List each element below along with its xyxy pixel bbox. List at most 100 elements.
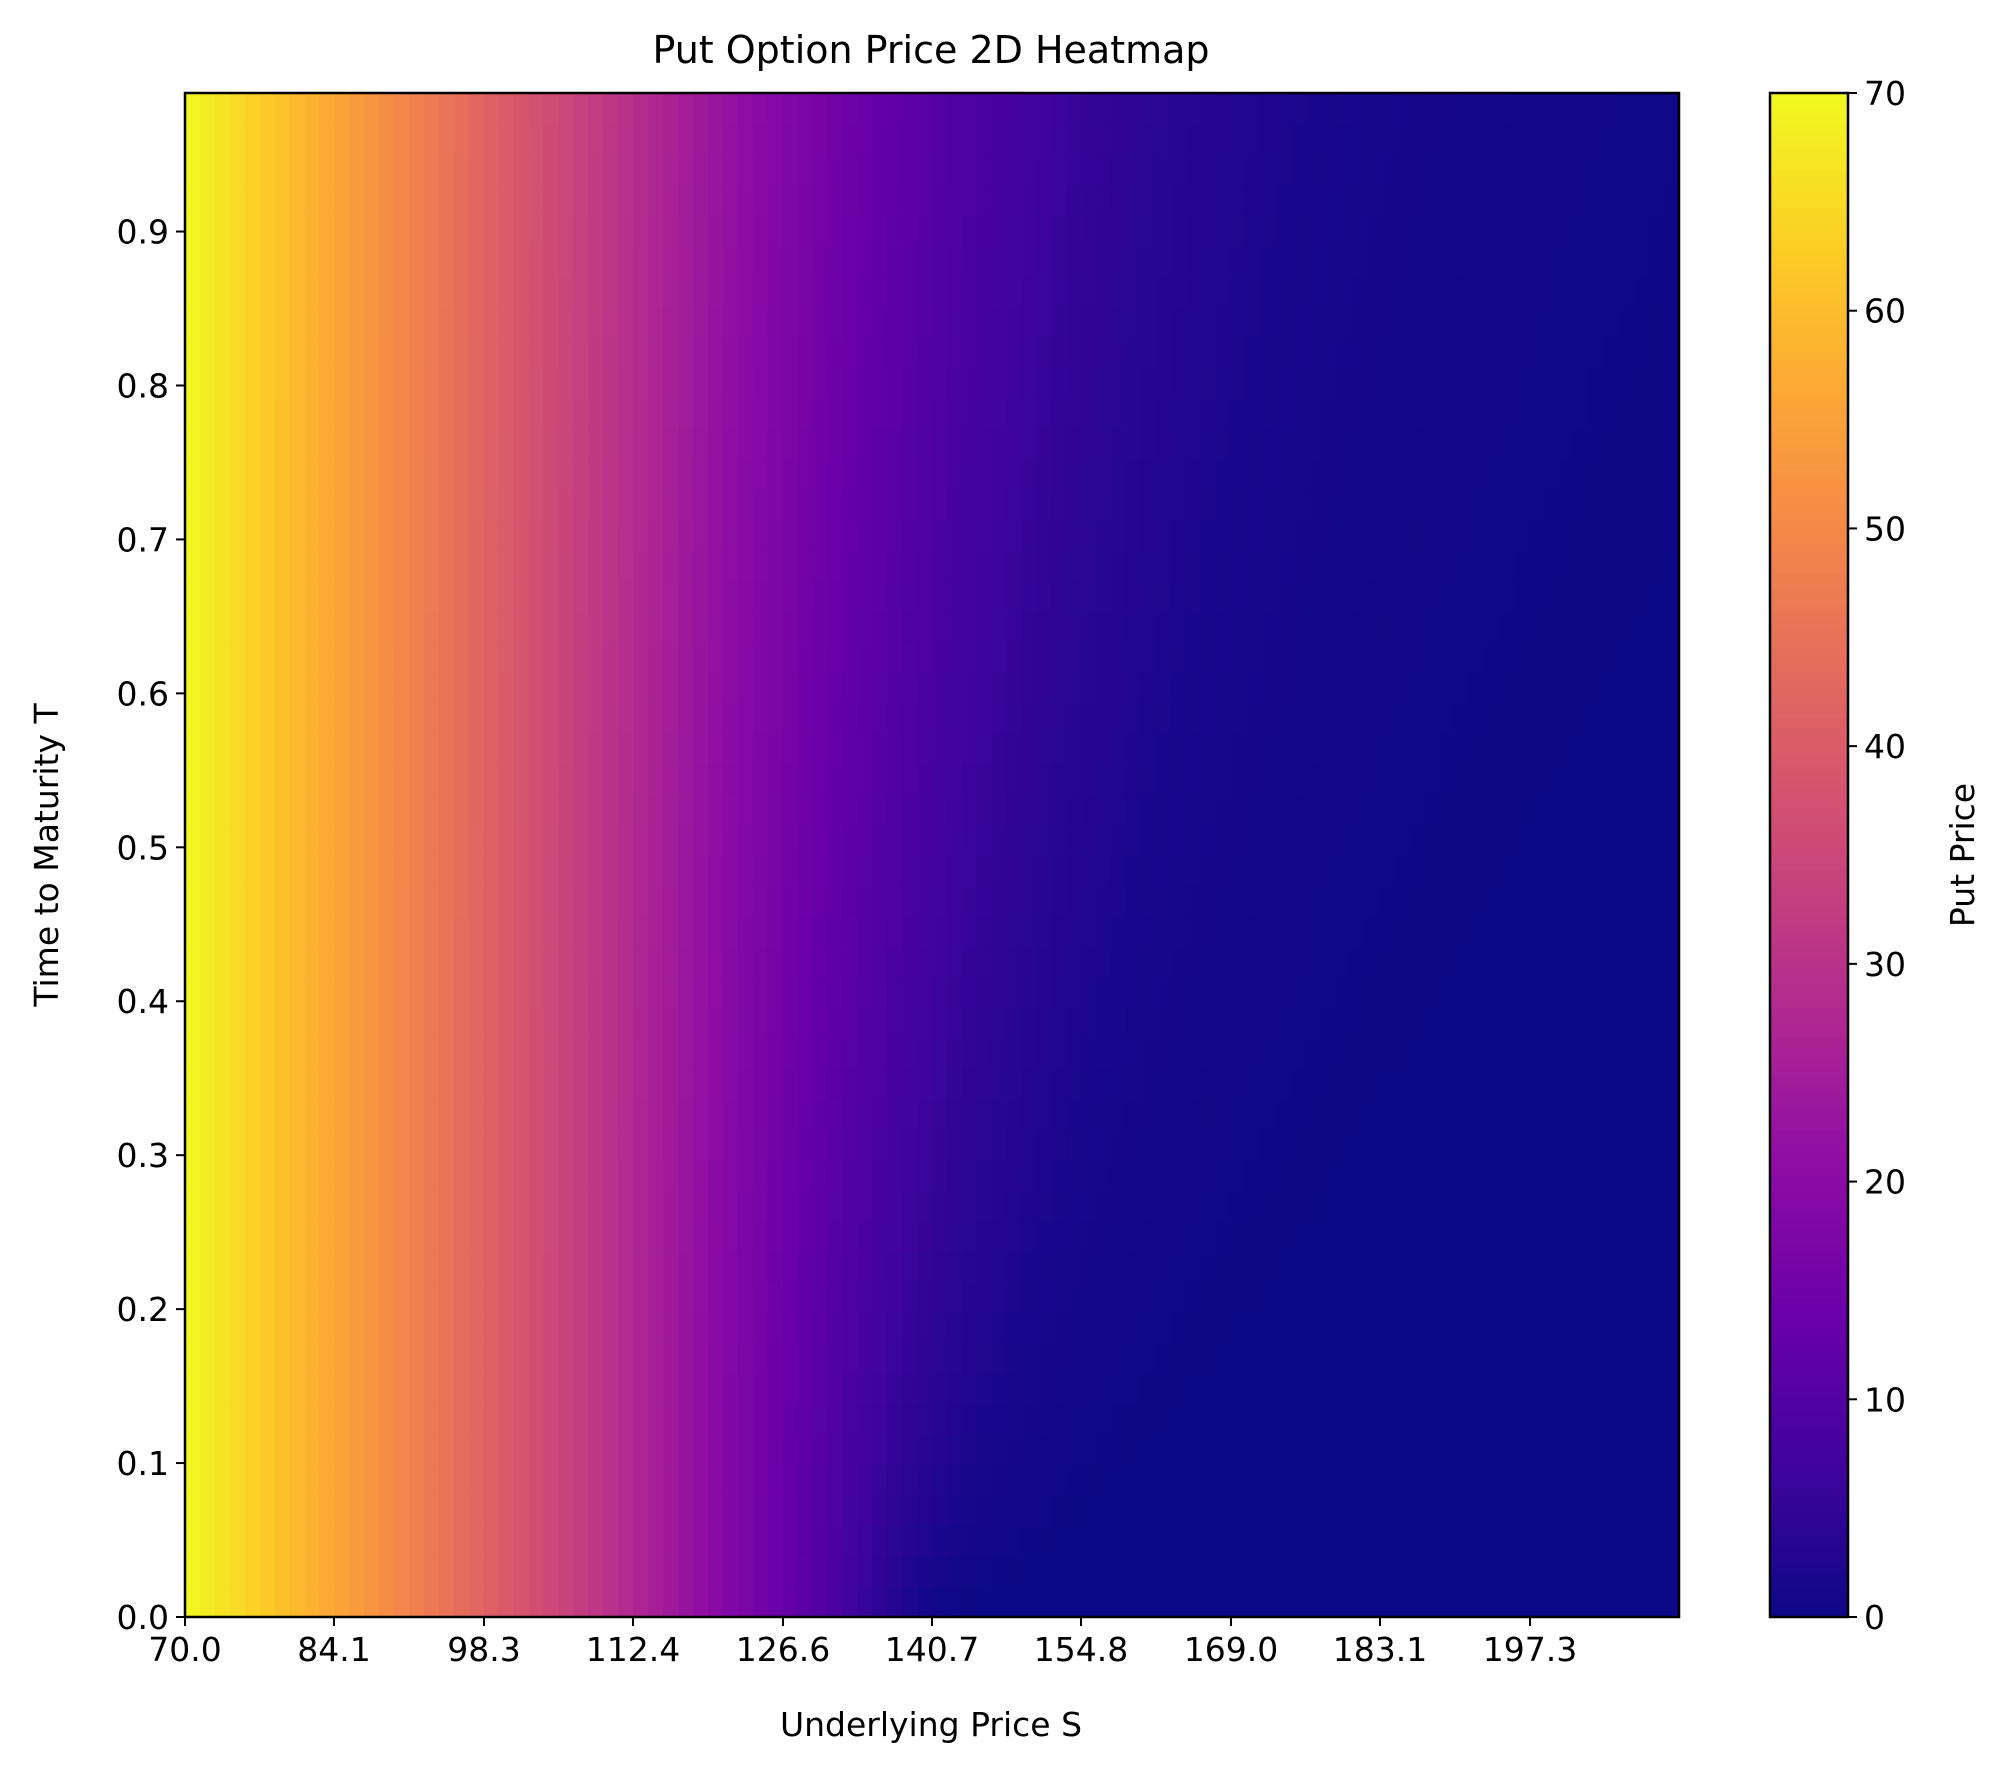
heatmap-cell <box>1529 763 1546 795</box>
heatmap-cell <box>244 1159 261 1191</box>
heatmap-cell <box>1290 336 1307 368</box>
heatmap-cell <box>692 458 709 490</box>
heatmap-cell <box>707 794 724 826</box>
heatmap-cell <box>603 1373 619 1405</box>
heatmap-cell <box>453 1129 470 1161</box>
heatmap-cell <box>1484 1464 1501 1496</box>
heatmap-cell <box>1514 519 1531 551</box>
heatmap-cell <box>1410 733 1426 765</box>
heatmap-cell <box>528 1098 545 1130</box>
heatmap-cell <box>1290 1525 1307 1557</box>
heatmap-cell <box>1006 1342 1023 1374</box>
heatmap-cell <box>1589 946 1605 978</box>
heatmap-cell <box>902 367 918 399</box>
heatmap-cell <box>364 702 380 734</box>
heatmap-cell <box>707 397 724 429</box>
heatmap-cell <box>1589 1342 1605 1374</box>
heatmap-cell <box>1126 428 1142 460</box>
heatmap-cell <box>259 245 276 277</box>
heatmap-cell <box>334 641 350 673</box>
heatmap-cell <box>573 855 589 887</box>
heatmap-cell <box>304 885 321 917</box>
heatmap-cell <box>633 1190 649 1222</box>
heatmap-cell <box>1335 123 1351 155</box>
heatmap-cell <box>319 672 335 704</box>
heatmap-cell <box>1275 519 1292 551</box>
heatmap-cell <box>1111 672 1127 704</box>
heatmap-cell <box>946 946 963 978</box>
heatmap-cell <box>767 1007 784 1039</box>
heatmap-cell <box>1425 93 1441 125</box>
heatmap-cell <box>692 1312 709 1344</box>
heatmap-cell <box>1290 123 1307 155</box>
heatmap-cell <box>528 458 545 490</box>
heatmap-cell <box>1410 855 1426 887</box>
heatmap-cell <box>274 763 291 795</box>
heatmap-cell <box>827 1007 843 1039</box>
heatmap-cell <box>453 489 470 521</box>
heatmap-cell <box>1275 1037 1292 1069</box>
heatmap-cell <box>1380 1190 1396 1222</box>
heatmap-cell <box>1021 763 1038 795</box>
heatmap-cell <box>1410 1251 1426 1283</box>
heatmap-cell <box>543 1220 560 1252</box>
heatmap-cell <box>917 428 933 460</box>
heatmap-cell <box>692 702 709 734</box>
heatmap-cell <box>872 1129 888 1161</box>
heatmap-cell <box>648 123 664 155</box>
heatmap-cell <box>1365 275 1381 307</box>
heatmap-cell <box>1006 915 1023 948</box>
heatmap-cell <box>1111 855 1127 887</box>
heatmap-cell <box>379 336 395 368</box>
heatmap-cell <box>1350 1556 1366 1588</box>
heatmap-cell <box>1380 214 1396 246</box>
heatmap-cell <box>498 1556 515 1588</box>
heatmap-cell <box>334 976 350 1008</box>
heatmap-cell <box>259 580 276 612</box>
heatmap-cell <box>1574 1098 1590 1130</box>
heatmap-cell <box>737 1586 754 1618</box>
heatmap-cell <box>633 1037 649 1069</box>
heatmap-cell <box>1425 855 1441 887</box>
heatmap-cell <box>468 915 485 948</box>
heatmap-cell <box>1410 1190 1426 1222</box>
heatmap-cell <box>1634 1159 1650 1191</box>
heatmap-cell <box>1619 915 1635 948</box>
heatmap-cell <box>199 885 216 917</box>
heatmap-cell <box>752 1281 769 1313</box>
heatmap-cell <box>1171 336 1187 368</box>
heatmap-cell <box>528 1220 545 1252</box>
heatmap-cell <box>483 946 500 978</box>
heatmap-cell <box>737 306 754 338</box>
heatmap-cell <box>424 93 440 125</box>
heatmap-cell <box>842 580 858 612</box>
heatmap-cell <box>1395 458 1411 490</box>
heatmap-cell <box>543 1098 560 1130</box>
heatmap-cell <box>1126 153 1142 186</box>
heatmap-cell <box>379 1007 395 1039</box>
heatmap-cell <box>1260 428 1277 460</box>
heatmap-cell <box>259 1525 276 1557</box>
heatmap-cell <box>812 550 829 582</box>
heatmap-cell <box>857 672 873 704</box>
heatmap-cell <box>1111 580 1127 612</box>
heatmap-cell <box>274 550 291 582</box>
heatmap-cell <box>1529 123 1546 155</box>
heatmap-cell <box>199 1312 216 1344</box>
heatmap-cell <box>648 519 664 551</box>
heatmap-cell <box>1260 794 1277 826</box>
heatmap-cell <box>1514 1464 1531 1496</box>
heatmap-cell <box>648 93 664 125</box>
heatmap-cell <box>558 1129 575 1161</box>
heatmap-cell <box>1230 489 1247 521</box>
heatmap-cell <box>857 214 873 246</box>
heatmap-cell <box>1439 1586 1456 1618</box>
heatmap-cell <box>289 1464 306 1496</box>
heatmap-cell <box>797 458 814 490</box>
heatmap-cell <box>185 1434 201 1466</box>
heatmap-cell <box>1410 641 1426 673</box>
heatmap-cell <box>1529 855 1546 887</box>
heatmap-cell <box>1290 1312 1307 1344</box>
heatmap-cell <box>857 1586 873 1618</box>
heatmap-cell <box>468 1434 485 1466</box>
